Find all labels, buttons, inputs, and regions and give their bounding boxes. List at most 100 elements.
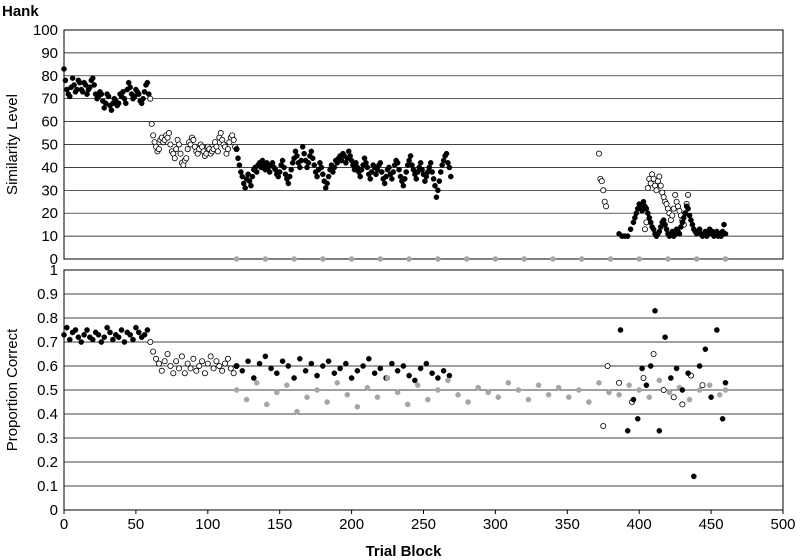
data-point — [595, 150, 602, 157]
data-point — [676, 231, 683, 237]
data-point — [61, 331, 67, 338]
data-point — [603, 203, 610, 210]
data-point — [214, 148, 221, 155]
series-3 — [233, 353, 453, 384]
data-point — [230, 136, 237, 143]
data-point — [184, 146, 191, 153]
data-point — [325, 173, 332, 180]
data-point — [383, 173, 389, 180]
data-point — [686, 396, 693, 403]
data-point — [131, 93, 138, 100]
data-point — [140, 95, 146, 102]
data-point — [233, 256, 240, 262]
data-point — [201, 370, 208, 377]
data-point — [394, 367, 401, 374]
x-tick-label: 250 — [411, 516, 436, 533]
data-point — [320, 171, 326, 178]
y-tick-label: 0.7 — [37, 334, 58, 351]
data-point — [153, 355, 160, 362]
data-point — [386, 164, 392, 171]
data-point — [233, 363, 240, 369]
x-tick-label: 50 — [128, 516, 145, 533]
data-point — [685, 370, 691, 377]
data-point — [550, 256, 556, 262]
data-point — [412, 377, 418, 384]
data-point — [245, 171, 251, 178]
data-point — [320, 256, 326, 262]
data-point — [127, 331, 133, 338]
y-tick-label: 0 — [50, 251, 58, 268]
data-point — [691, 473, 697, 480]
data-point — [576, 387, 582, 393]
data-point — [239, 367, 246, 374]
data-point — [304, 394, 310, 401]
x-tick-label: 500 — [770, 516, 795, 533]
data-point — [66, 336, 73, 343]
data-point — [236, 162, 243, 168]
data-point — [276, 169, 283, 175]
data-point — [685, 191, 692, 198]
y-tick-label: 100 — [33, 22, 58, 39]
data-point — [693, 256, 700, 262]
data-point — [311, 162, 318, 168]
data-point — [407, 153, 414, 159]
data-point — [150, 132, 157, 139]
data-point — [284, 382, 290, 389]
data-point — [207, 353, 214, 360]
data-point — [204, 360, 211, 367]
data-point — [233, 387, 240, 393]
data-point — [721, 221, 727, 228]
data-point — [279, 358, 286, 365]
data-point — [463, 256, 470, 262]
data-point — [219, 367, 226, 374]
data-point — [656, 427, 663, 434]
data-point — [389, 176, 395, 182]
data-point — [515, 387, 522, 393]
x-tick-label: 350 — [555, 516, 580, 533]
data-point — [227, 365, 234, 372]
data-point — [222, 360, 229, 367]
data-point — [251, 375, 257, 381]
data-point — [708, 394, 714, 401]
data-point — [384, 375, 391, 381]
data-point — [133, 324, 139, 331]
data-point — [714, 327, 720, 333]
data-point — [624, 233, 631, 239]
data-point — [394, 160, 401, 166]
data-point — [64, 324, 70, 331]
x-tick-label: 300 — [483, 516, 508, 533]
data-point — [256, 360, 263, 367]
chart-panel-2: 0 0.1 0.2 0.3 0.4 0.5 0.6 0.7 0.8 0.9 1 0 50 100 150 20… — [37, 262, 795, 533]
data-point — [624, 427, 631, 434]
data-point — [425, 396, 431, 403]
data-point — [268, 365, 274, 372]
data-point — [167, 141, 174, 148]
x-tick-label: 200 — [339, 516, 364, 533]
series-3 — [233, 143, 454, 200]
data-point — [108, 107, 115, 113]
data-point — [291, 256, 297, 262]
data-point — [314, 387, 320, 393]
data-point — [364, 384, 371, 391]
data-point — [324, 180, 330, 187]
data-point — [578, 256, 585, 262]
data-point — [354, 403, 361, 410]
data-point — [170, 370, 177, 377]
data-point — [75, 334, 82, 341]
data-point — [78, 339, 85, 345]
data-point — [722, 387, 729, 393]
data-point — [639, 208, 645, 214]
data-point — [406, 372, 412, 379]
data-point — [555, 384, 562, 391]
data-point — [435, 375, 441, 381]
data-point — [171, 155, 178, 162]
data-point — [104, 324, 110, 331]
data-point — [414, 382, 421, 389]
data-point — [521, 256, 527, 262]
data-point — [262, 353, 269, 360]
data-point — [377, 365, 384, 372]
y-tick-label: 1 — [50, 262, 58, 279]
data-point — [193, 367, 200, 374]
series-4 — [595, 150, 692, 233]
data-point — [381, 180, 388, 187]
